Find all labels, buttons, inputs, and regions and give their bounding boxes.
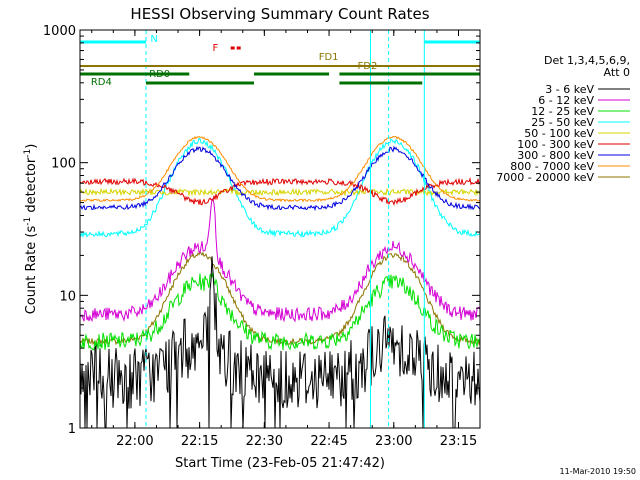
y-tick-label: 100: [51, 157, 76, 172]
y-axis-label-end: ): [24, 144, 39, 149]
flag-label: FD1: [319, 52, 339, 63]
plot-frame: [79, 29, 481, 429]
x-tick-label: 23:15: [440, 434, 477, 449]
flag-label: RD0: [149, 69, 170, 80]
series-line: [80, 251, 480, 346]
legend-header: Att 0: [604, 66, 630, 79]
y-tick-label: 10: [59, 289, 76, 304]
y-axis-label-sup2: -1: [23, 149, 33, 158]
y-axis-label-sup1: -1: [23, 217, 33, 226]
chart-title: HESSI Observing Summary Count Rates: [130, 5, 429, 23]
y-tick-label: 1000: [43, 24, 76, 39]
x-axis-label: Start Time (23-Feb-05 21:47:42): [175, 456, 385, 471]
legend-entry: 7000 - 20000 keV: [496, 171, 594, 184]
x-tick-label: 22:15: [181, 434, 218, 449]
flag-label: FD2: [358, 61, 378, 72]
legend-entry: 3 - 6 keV: [545, 83, 594, 96]
series-line: [80, 256, 480, 428]
series-layer: [80, 135, 480, 428]
legend-entry: 6 - 12 keV: [538, 94, 594, 107]
x-tick-label: 22:45: [310, 434, 347, 449]
series-line: [80, 198, 480, 323]
series-line: [80, 137, 480, 239]
legend-entry: 300 - 800 keV: [517, 149, 594, 162]
y-axis-label-main: Count Rate (s: [24, 226, 39, 315]
y-axis-label: Count Rate (s-1 detector-1): [23, 144, 39, 315]
timestamp: 11-Mar-2010 19:50: [560, 467, 637, 476]
legend-header: Det 1,3,4,5,6,9,: [544, 54, 630, 67]
legend-entry: 25 - 50 keV: [531, 116, 594, 129]
x-tick-label: 22:30: [246, 434, 283, 449]
series-line: [80, 135, 480, 203]
series-line: [80, 176, 480, 207]
legend-entry: 100 - 300 keV: [517, 138, 594, 151]
flag-label: RD4: [91, 77, 112, 88]
legend-entry: 800 - 7000 keV: [510, 160, 594, 173]
series-line: [80, 145, 480, 212]
series-line: [80, 271, 480, 351]
legend-entry: 50 - 100 keV: [524, 127, 594, 140]
x-tick-label: 23:00: [375, 434, 412, 449]
legend-entry: 12 - 25 keV: [531, 105, 594, 118]
flag-label: N: [150, 34, 157, 45]
axis-layer: 22:00 22:15 22:30 22:45 23:00 23:15 1 10 100 1000: [43, 24, 480, 449]
y-axis-label-mid: detector: [24, 157, 39, 217]
y-tick-label: 1: [68, 422, 76, 437]
flag-label: F: [213, 43, 219, 54]
x-tick-label: 22:00: [116, 434, 153, 449]
